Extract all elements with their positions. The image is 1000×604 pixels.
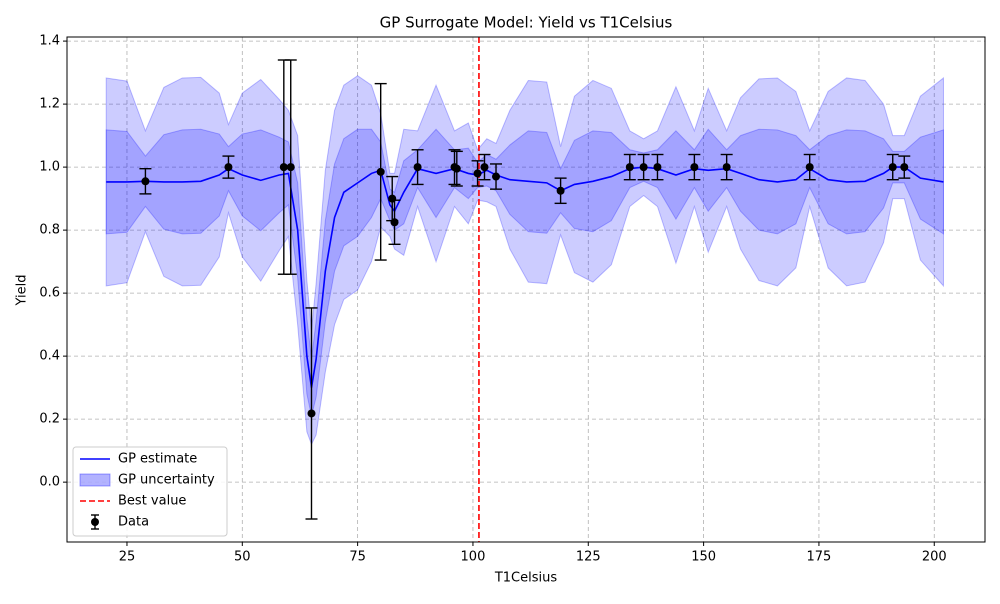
y-tick-label: 0.6 xyxy=(39,286,60,301)
x-tick-label: 100 xyxy=(461,550,486,565)
data-point xyxy=(480,163,489,172)
uncertainty-band xyxy=(105,128,944,417)
data-point xyxy=(653,163,662,172)
y-tick-label: 1.0 xyxy=(39,160,60,175)
data-point xyxy=(452,164,461,173)
y-tick-label: 1.2 xyxy=(39,97,60,112)
y-axis-label: Yield xyxy=(15,275,30,307)
data-point xyxy=(900,163,909,172)
data-point xyxy=(639,163,648,172)
x-tick-label: 75 xyxy=(349,550,366,565)
y-tick-label: 0.4 xyxy=(39,349,60,364)
data-point xyxy=(141,177,150,186)
data-point xyxy=(805,163,814,172)
y-tick-label: 0.0 xyxy=(39,475,60,490)
data-point xyxy=(376,167,385,176)
x-tick-label: 175 xyxy=(807,550,832,565)
y-tick-label: 0.2 xyxy=(39,412,60,427)
axes-frame xyxy=(66,36,986,543)
data-point xyxy=(307,409,316,418)
data-point xyxy=(279,163,288,172)
data-point xyxy=(556,186,565,195)
x-axis-label: T1Celsius xyxy=(494,571,558,586)
x-tick-label: 200 xyxy=(922,550,947,565)
data-point xyxy=(722,163,731,172)
data-point xyxy=(492,172,501,181)
legend-point xyxy=(91,518,99,526)
data-point xyxy=(286,163,295,172)
x-tick-label: 50 xyxy=(234,550,251,565)
y-tick-label: 1.4 xyxy=(39,34,60,49)
uncertainty-band xyxy=(105,75,944,446)
chart-title: GP Surrogate Model: Yield vs T1Celsius xyxy=(380,14,673,32)
legend-label: Best value xyxy=(118,494,186,509)
legend-box xyxy=(72,446,228,537)
legend-label: GP uncertainty xyxy=(118,473,215,488)
data-point xyxy=(473,169,482,178)
x-tick-label: 25 xyxy=(119,550,136,565)
data-point xyxy=(888,163,897,172)
legend-label: Data xyxy=(118,515,149,530)
data-point xyxy=(224,163,233,172)
x-tick-label: 125 xyxy=(576,550,601,565)
data-point xyxy=(690,163,699,172)
data-point xyxy=(413,163,422,172)
plot-area xyxy=(105,37,944,542)
data-point xyxy=(625,163,634,172)
data-point xyxy=(390,218,399,227)
y-tick-label: 0.8 xyxy=(39,223,60,238)
legend-band xyxy=(79,473,111,487)
legend-label: GP estimate xyxy=(118,452,197,467)
x-tick-label: 150 xyxy=(691,550,716,565)
